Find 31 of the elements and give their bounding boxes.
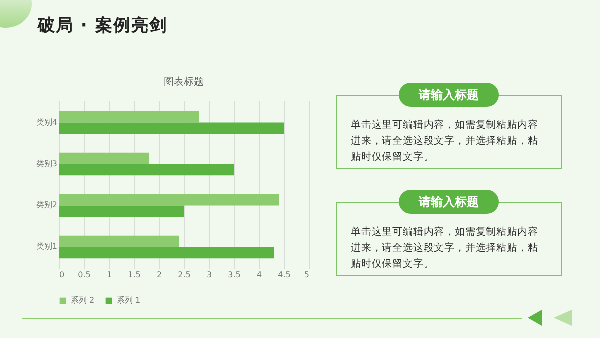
bar	[59, 194, 279, 206]
text: 请输入标题	[399, 83, 499, 107]
x-tick-label: 2.5	[178, 270, 191, 280]
x-tick-label: 1.5	[128, 270, 141, 280]
x-tick-label: 2	[156, 270, 162, 280]
legend-label: 系列 1	[117, 296, 141, 305]
y-tick-label: 类别3	[36, 159, 58, 168]
text: 单击这里可编辑内容，如需复制粘贴内容进来，请全选这段文字，并选择粘贴，粘贴时仅保留文字。	[351, 118, 540, 165]
bar	[59, 122, 284, 134]
x-tick-label: 0	[60, 270, 65, 280]
y-tick-label: 类别4	[36, 118, 58, 127]
x-tick-label: 0.5	[78, 270, 91, 280]
bar	[59, 111, 199, 123]
bar	[59, 206, 184, 218]
bar	[59, 247, 274, 259]
text: 破局 · 案例亮剑	[38, 15, 168, 37]
x-tick-label: 1	[106, 270, 112, 280]
chart-title: 图表标题	[164, 76, 204, 88]
x-tick-label: 5	[304, 270, 310, 280]
x-tick-label: 3	[206, 270, 212, 280]
y-tick-label: 类别2	[36, 200, 58, 210]
text: 单击这里可编辑内容，如需复制粘贴内容进来，请全选这段文字，并选择粘贴，粘贴时仅保留文字。	[351, 226, 540, 272]
bar	[59, 152, 149, 164]
text: 请输入标题	[399, 190, 499, 214]
y-tick-label: 类别1	[36, 242, 58, 252]
x-tick-label: 3.5	[228, 270, 241, 280]
legend-label: 系列 2	[71, 296, 95, 305]
x-tick-label: 4.5	[278, 270, 291, 280]
bar	[59, 236, 179, 248]
bar	[59, 164, 234, 176]
x-tick-label: 4	[256, 270, 262, 280]
